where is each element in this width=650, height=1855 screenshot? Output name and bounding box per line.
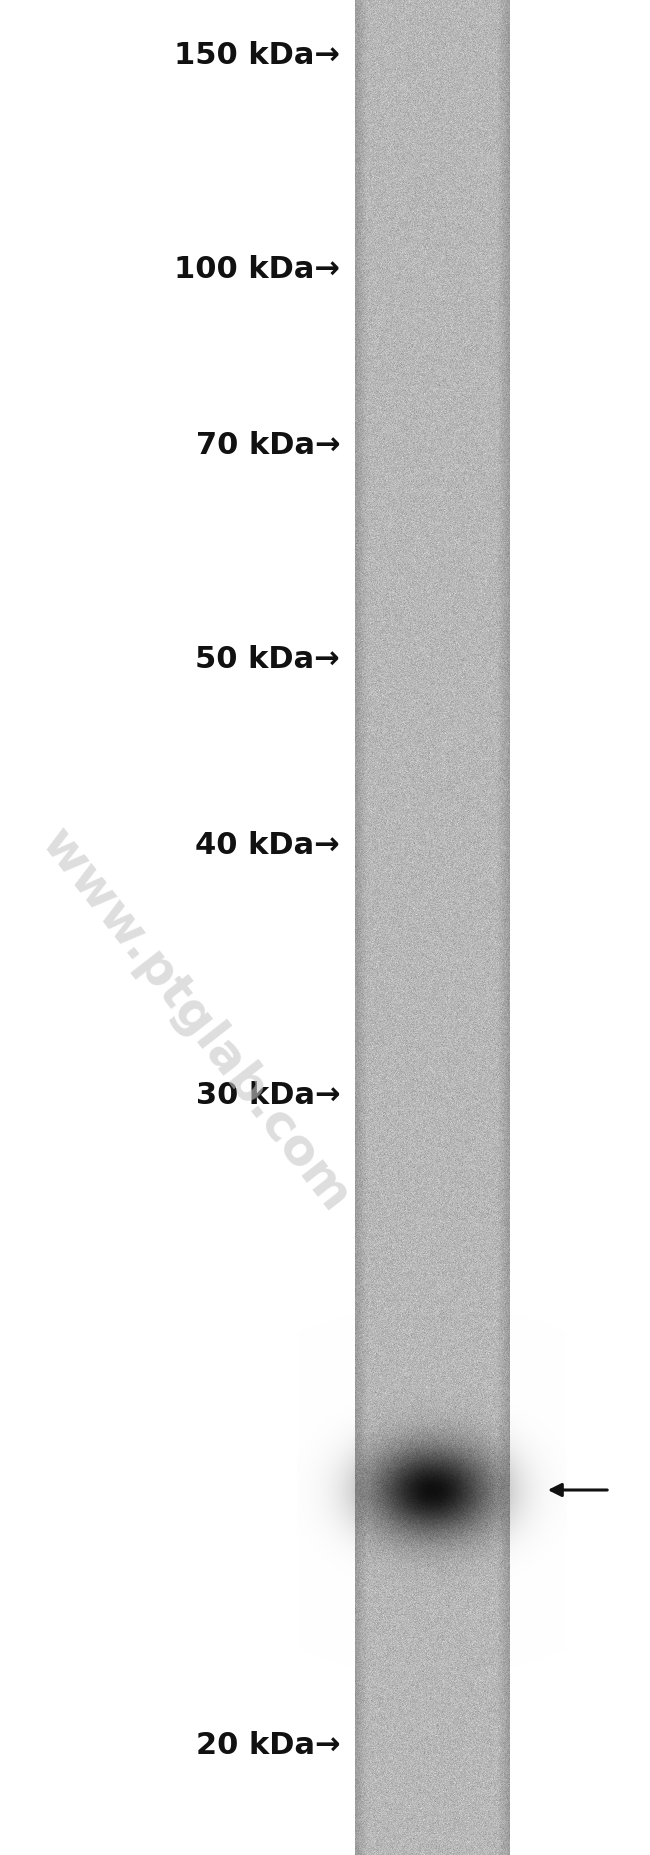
Text: 50 kDa→: 50 kDa→ — [196, 646, 340, 675]
Text: www.ptglab.com: www.ptglab.com — [31, 820, 359, 1221]
Text: 100 kDa→: 100 kDa→ — [174, 256, 340, 284]
Text: 40 kDa→: 40 kDa→ — [196, 831, 340, 859]
Text: 30 kDa→: 30 kDa→ — [196, 1080, 340, 1109]
Text: 20 kDa→: 20 kDa→ — [196, 1731, 340, 1760]
Text: 150 kDa→: 150 kDa→ — [174, 41, 340, 69]
Text: 70 kDa→: 70 kDa→ — [196, 430, 340, 460]
